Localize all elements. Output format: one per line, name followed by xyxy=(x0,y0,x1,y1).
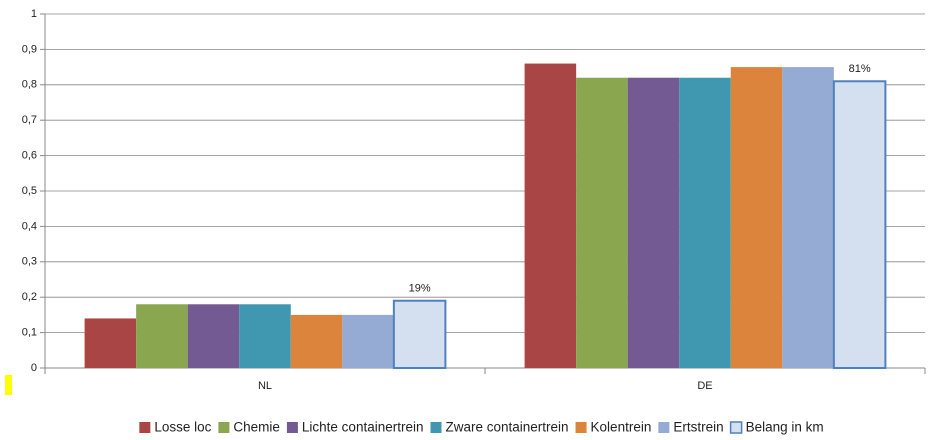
legend-swatch xyxy=(218,422,230,433)
bar xyxy=(187,304,240,368)
y-tick-label: 0,4 xyxy=(22,220,37,232)
legend-swatch xyxy=(575,422,587,433)
legend-label: Belang in km xyxy=(746,420,824,435)
bar xyxy=(524,63,577,369)
bar xyxy=(782,67,834,368)
y-tick-label: 0,2 xyxy=(22,291,37,303)
bar xyxy=(290,314,343,368)
bar xyxy=(627,77,680,368)
y-tick-label: 0,1 xyxy=(22,327,37,339)
data-label: 81% xyxy=(849,63,871,75)
legend-swatch xyxy=(139,422,151,433)
bar xyxy=(136,304,188,368)
y-tick-label: 0,6 xyxy=(22,150,37,162)
legend-label: Zware containertrein xyxy=(445,420,568,435)
bar xyxy=(679,77,731,368)
highlight xyxy=(5,375,12,395)
bar xyxy=(84,318,137,368)
bar xyxy=(730,67,783,368)
legend-label: Ertstrein xyxy=(673,420,723,435)
y-tick-label: 0,7 xyxy=(22,114,37,126)
legend-label: Kolentrein xyxy=(591,420,652,435)
legend-swatch xyxy=(729,421,743,434)
y-tick-label: 0,5 xyxy=(22,185,37,197)
y-tick-label: 0 xyxy=(31,362,37,374)
y-tick-label: 0,8 xyxy=(22,79,37,91)
y-tick-label: 1 xyxy=(31,8,37,20)
legend-swatch xyxy=(430,422,442,433)
data-label: 19% xyxy=(409,283,431,295)
bar xyxy=(832,80,887,369)
legend-label: Losse loc xyxy=(154,420,211,435)
legend-swatch xyxy=(286,422,298,433)
legend-swatch xyxy=(658,422,670,433)
y-tick-label: 0,9 xyxy=(22,43,37,55)
legend-label: Lichte containertrein xyxy=(302,420,424,435)
bar xyxy=(576,77,628,368)
y-tick-label: 0,3 xyxy=(22,256,37,268)
legend-label: Chemie xyxy=(233,420,280,435)
bar xyxy=(392,299,447,369)
bar xyxy=(239,304,291,368)
bar xyxy=(342,314,394,368)
x-tick-label: DE xyxy=(697,380,712,392)
x-tick-label: NL xyxy=(258,380,272,392)
